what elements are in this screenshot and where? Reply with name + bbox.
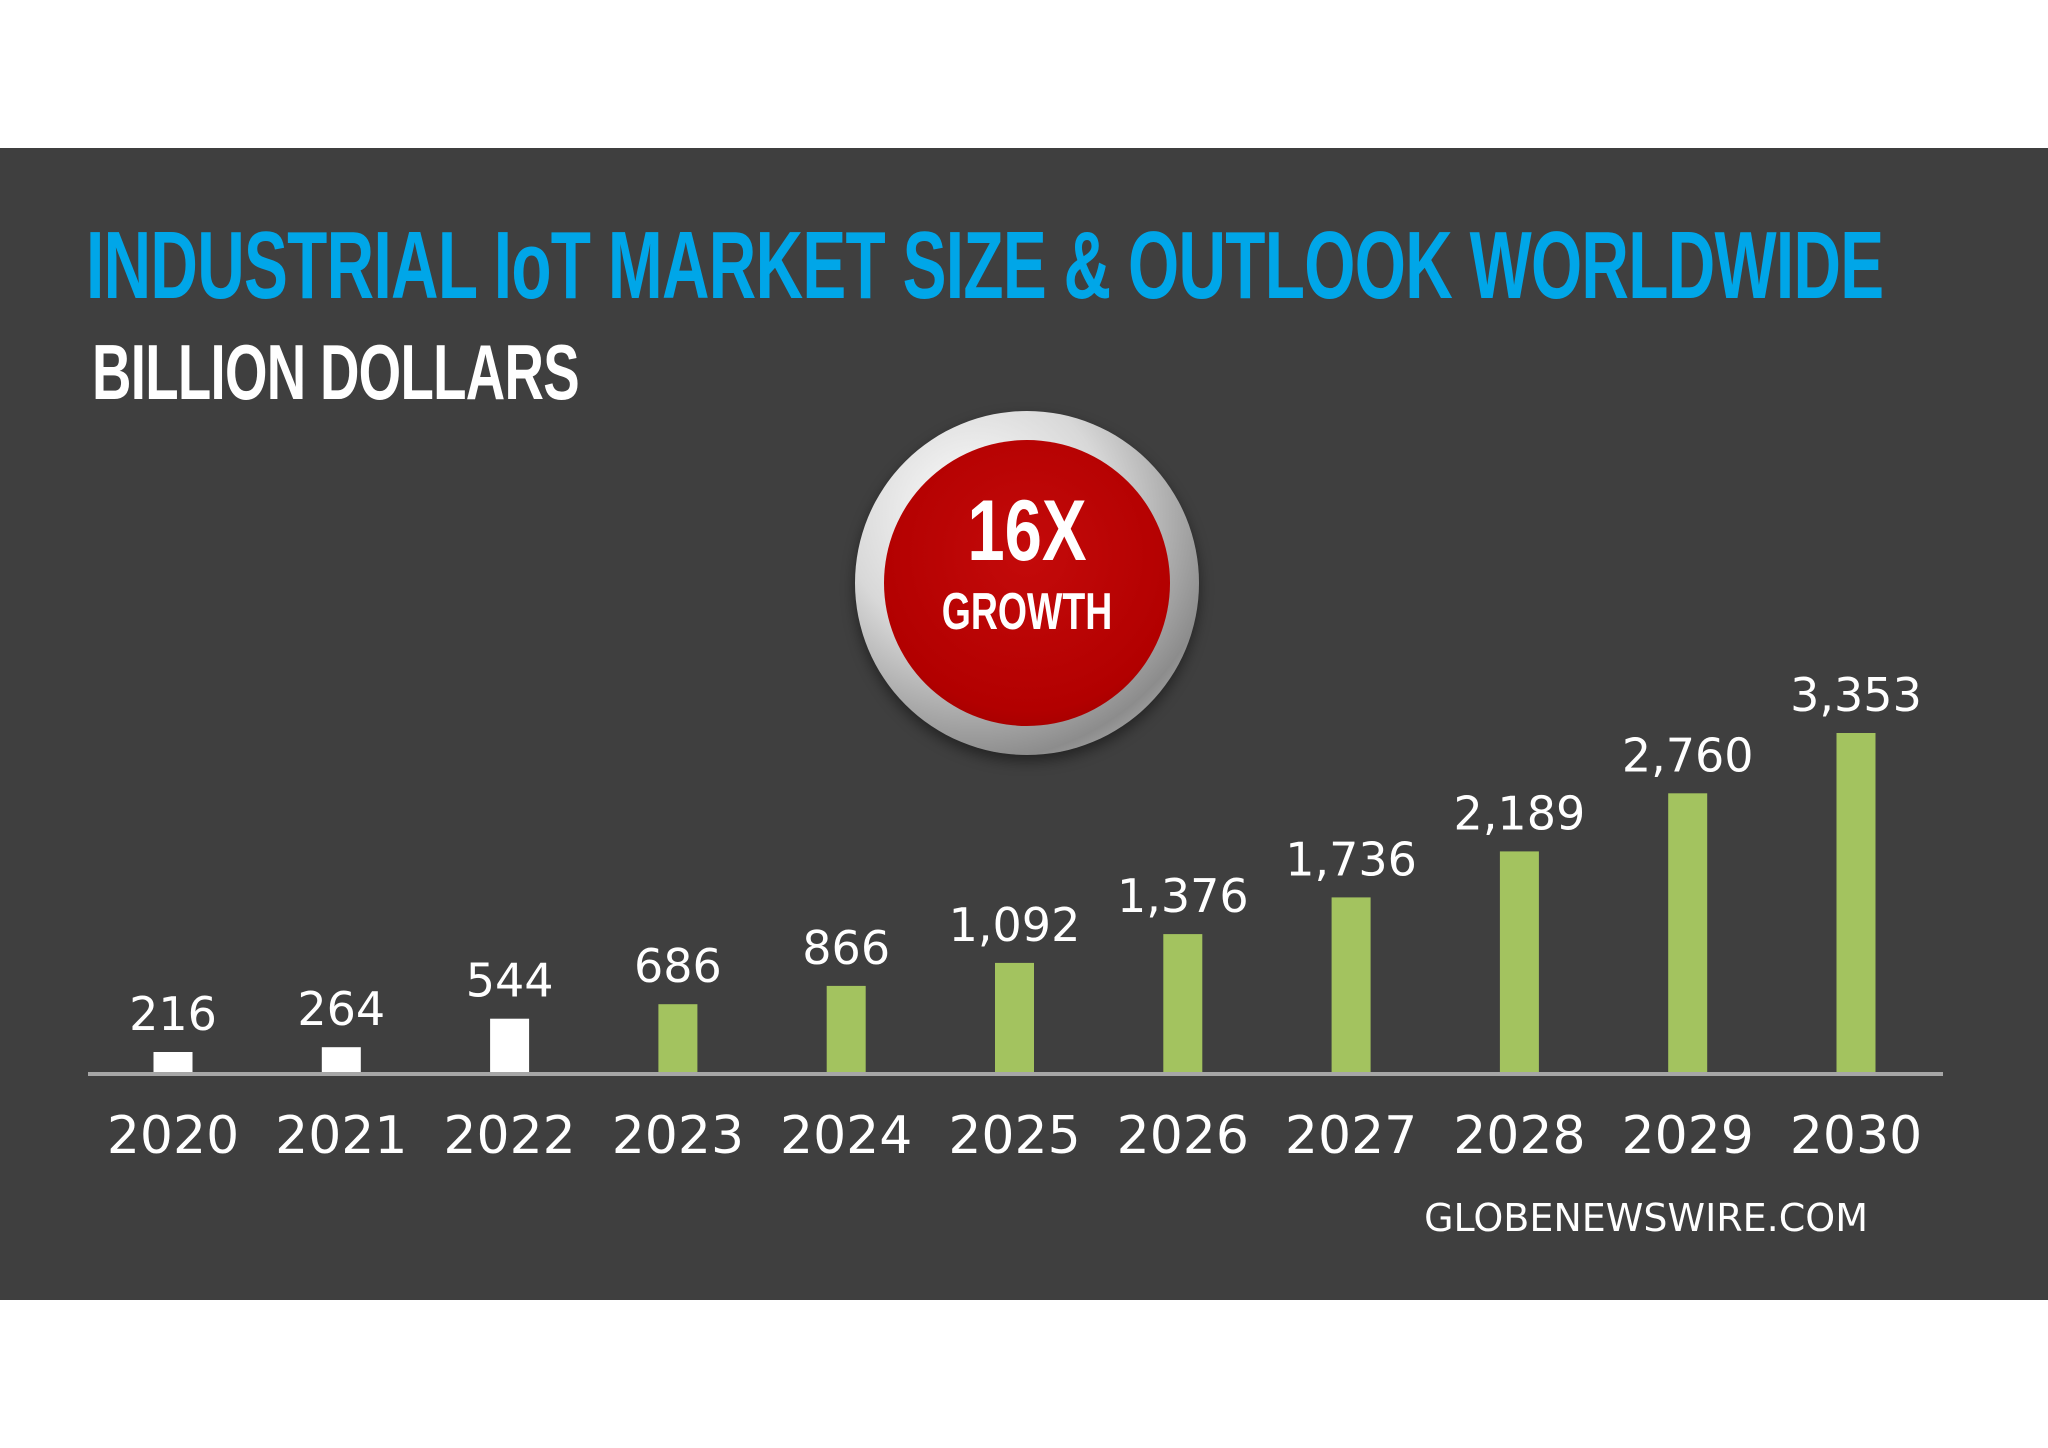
bar-2028 <box>1499 851 1539 1074</box>
growth-label: GROWTH <box>941 583 1113 641</box>
category-label-2029: 2029 <box>1622 1106 1754 1166</box>
chart-subtitle: BILLION DOLLARS <box>92 328 580 416</box>
bar-2023 <box>658 1004 698 1074</box>
value-label-2026: 1,376 <box>1117 869 1249 923</box>
growth-badge: 16X GROWTH <box>855 411 1199 755</box>
value-labels: 216 264 544 686 866 1,092 1,376 1,736 2,189 2,760… <box>129 668 1922 1041</box>
category-label-2027: 2027 <box>1285 1106 1417 1166</box>
category-label-2026: 2026 <box>1117 1106 1249 1166</box>
value-label-2029: 2,760 <box>1622 728 1754 782</box>
category-label-2021: 2021 <box>275 1106 407 1166</box>
bar-2021 <box>321 1047 361 1074</box>
value-label-2020: 216 <box>129 987 217 1041</box>
category-label-2030: 2030 <box>1790 1106 1922 1166</box>
value-label-2023: 686 <box>634 939 722 993</box>
source-credit: GLOBENEWSWIRE.COM <box>1424 1196 1868 1240</box>
category-labels: 2020 2021 2022 2023 2024 2025 2026 2027 2028 2029… <box>107 1106 1922 1166</box>
bar-2025 <box>995 962 1034 1074</box>
chart-panel: INDUSTRIAL IoT MARKET SIZE & OUTLOOK WOR… <box>0 148 2048 1300</box>
growth-multiplier: 16X <box>967 483 1087 579</box>
category-label-2025: 2025 <box>948 1106 1080 1166</box>
category-label-2024: 2024 <box>780 1106 912 1166</box>
growth-badge-disc: 16X GROWTH <box>884 440 1170 726</box>
value-label-2028: 2,189 <box>1454 786 1586 840</box>
bar-2030 <box>1836 733 1876 1074</box>
bar-2020 <box>153 1052 193 1074</box>
bar-2026 <box>1163 934 1203 1074</box>
bar-series <box>153 733 1876 1074</box>
bar-2027 <box>1331 897 1371 1074</box>
value-label-2022: 544 <box>466 954 554 1008</box>
chart-title: INDUSTRIAL IoT MARKET SIZE & OUTLOOK WOR… <box>86 212 1884 319</box>
category-label-2020: 2020 <box>107 1106 239 1166</box>
value-label-2025: 1,092 <box>949 898 1081 952</box>
value-label-2021: 264 <box>297 982 385 1036</box>
bar-2022 <box>490 1018 530 1074</box>
value-label-2030: 3,353 <box>1790 668 1922 722</box>
bar-2029 <box>1668 793 1708 1074</box>
category-label-2028: 2028 <box>1453 1106 1585 1166</box>
category-label-2022: 2022 <box>443 1106 575 1166</box>
value-label-2027: 1,736 <box>1285 832 1417 886</box>
bar-2024 <box>826 985 866 1074</box>
category-label-2023: 2023 <box>612 1106 744 1166</box>
value-label-2024: 866 <box>802 921 890 975</box>
